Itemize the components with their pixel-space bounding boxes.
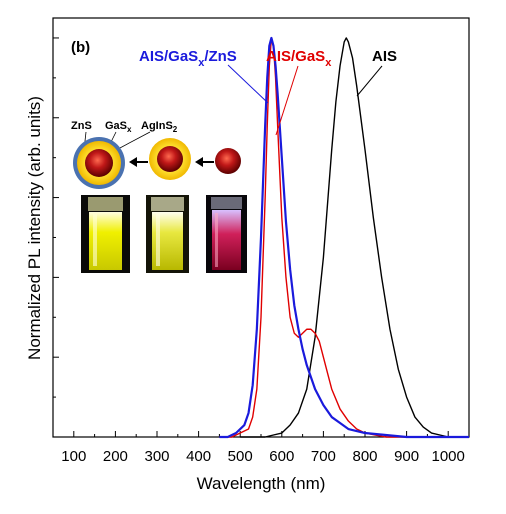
inset-gasx-main: GaS: [105, 120, 127, 132]
legend-ais-gasx-zns-tail: /ZnS: [204, 48, 237, 65]
inset-gasx-sub: x: [127, 125, 132, 134]
leader-line-ais-gasx: [275, 65, 299, 136]
x-tick-label: 900: [394, 448, 419, 465]
legend-ais-gasx-sub: x: [325, 57, 332, 69]
x-tick-label: 800: [352, 448, 377, 465]
series-line-ais-gasx-zns: [219, 36, 469, 439]
legend-label-ais-gasx-zns: AIS/GaSx/ZnS: [139, 48, 237, 69]
nanocrystal-inset: ZnS GaSx AgInS2: [71, 120, 247, 273]
leader-line-ais-gasx-zns: [227, 64, 269, 104]
particle-core-2: [157, 146, 183, 172]
y-axis-title: Normalized PL intensity (arb. units): [25, 96, 44, 360]
x-ticks: 100 200 300 400 500 600 700 800 900 1000: [52, 431, 470, 465]
legend-label-ais-gasx: AIS/GaSx: [266, 48, 332, 69]
inset-agins-main: AgInS: [141, 120, 173, 132]
particle-core-3: [215, 148, 241, 174]
inset-label-aginsx: AgInS2: [141, 120, 178, 134]
inset-label-zns: ZnS: [71, 120, 92, 132]
x-tick-label: 600: [269, 448, 294, 465]
y-ticks: [53, 37, 59, 438]
vial-photo-1: [81, 195, 130, 273]
x-tick-label: 300: [144, 448, 169, 465]
inset-zns-main: ZnS: [71, 120, 92, 132]
inset-label-gasx: GaSx: [105, 120, 132, 134]
series-line-ais-gasx: [219, 37, 449, 438]
legend-ais-gasx-zns-sub: x: [198, 57, 205, 69]
arrow-2-head: [195, 157, 203, 167]
spectra-curves: [219, 36, 469, 439]
x-axis-title: Wavelength (nm): [197, 474, 326, 493]
x-tick-label: 200: [103, 448, 128, 465]
inset-agins-sub: 2: [173, 125, 178, 134]
x-tick-label: 100: [61, 448, 86, 465]
x-tick-label: 400: [186, 448, 211, 465]
leader-line-ais: [356, 65, 383, 97]
arrow-1-head: [129, 157, 137, 167]
vial-photo-3: [206, 195, 247, 273]
particle-core-1: [85, 149, 113, 177]
x-tick-label: 1000: [432, 448, 465, 465]
legend-ais-gasx-main: AIS/GaS: [266, 48, 325, 65]
series-line-ais: [240, 37, 469, 438]
x-tick-label: 500: [228, 448, 253, 465]
vial-photo-2: [146, 195, 189, 273]
legend-ais-gasx-zns-main: AIS/GaS: [139, 48, 198, 65]
panel-label: (b): [71, 39, 90, 56]
x-tick-label: 700: [311, 448, 336, 465]
legend-label-ais: AIS: [372, 48, 397, 65]
